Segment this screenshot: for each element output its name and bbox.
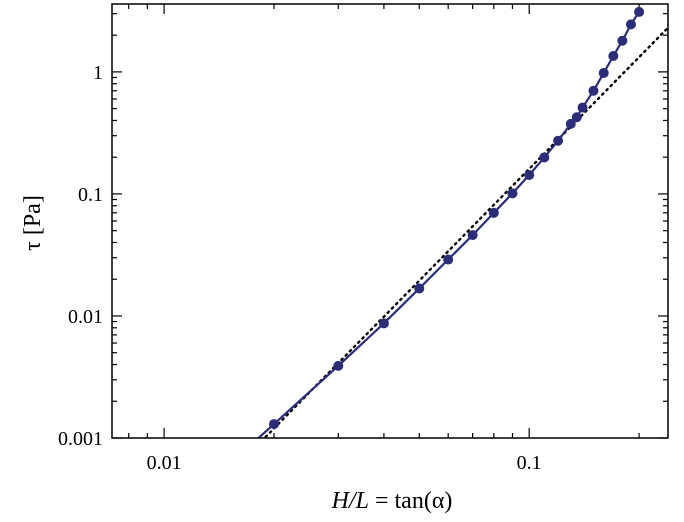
y-tick-label: 0.001 <box>58 428 103 450</box>
data-point <box>577 102 588 113</box>
x-axis-label: H/L = tan(α) <box>331 488 453 514</box>
data-point <box>634 6 645 17</box>
plot-frame <box>111 3 669 439</box>
x-tick-label: 0.01 <box>147 452 182 474</box>
data-point <box>443 254 454 265</box>
data-point <box>524 169 535 180</box>
x-tick-label: 0.1 <box>517 452 542 474</box>
data-point <box>598 67 609 78</box>
data-point <box>571 112 582 123</box>
y-tick-label: 1 <box>93 62 103 84</box>
data-point <box>507 188 518 199</box>
x-axis-label-rest: = tan(α) <box>369 488 452 514</box>
y-tick-label: 0.1 <box>78 184 103 206</box>
data-point <box>539 152 550 163</box>
y-tick-label: 0.01 <box>68 306 103 328</box>
data-point <box>617 35 628 46</box>
data-point <box>378 318 389 329</box>
data-point <box>608 50 619 61</box>
data-point <box>625 19 636 30</box>
data-point <box>414 283 425 294</box>
data-point <box>588 85 599 96</box>
ticks-layer: 0.01 0.1 0.001 0.01 0.1 1 <box>58 4 668 474</box>
data-point <box>553 135 564 146</box>
data-point <box>333 360 344 371</box>
data-point <box>565 118 576 129</box>
x-axis-label-italic: H/L <box>331 488 369 514</box>
data-point <box>467 230 478 241</box>
data-point <box>268 419 279 430</box>
data-point <box>488 207 499 218</box>
labels-layer: H/L = tan(α) τ [Pa] <box>20 195 452 514</box>
series-line <box>257 11 641 438</box>
plot-layer <box>257 6 668 438</box>
y-axis-label: τ [Pa] <box>20 195 46 251</box>
